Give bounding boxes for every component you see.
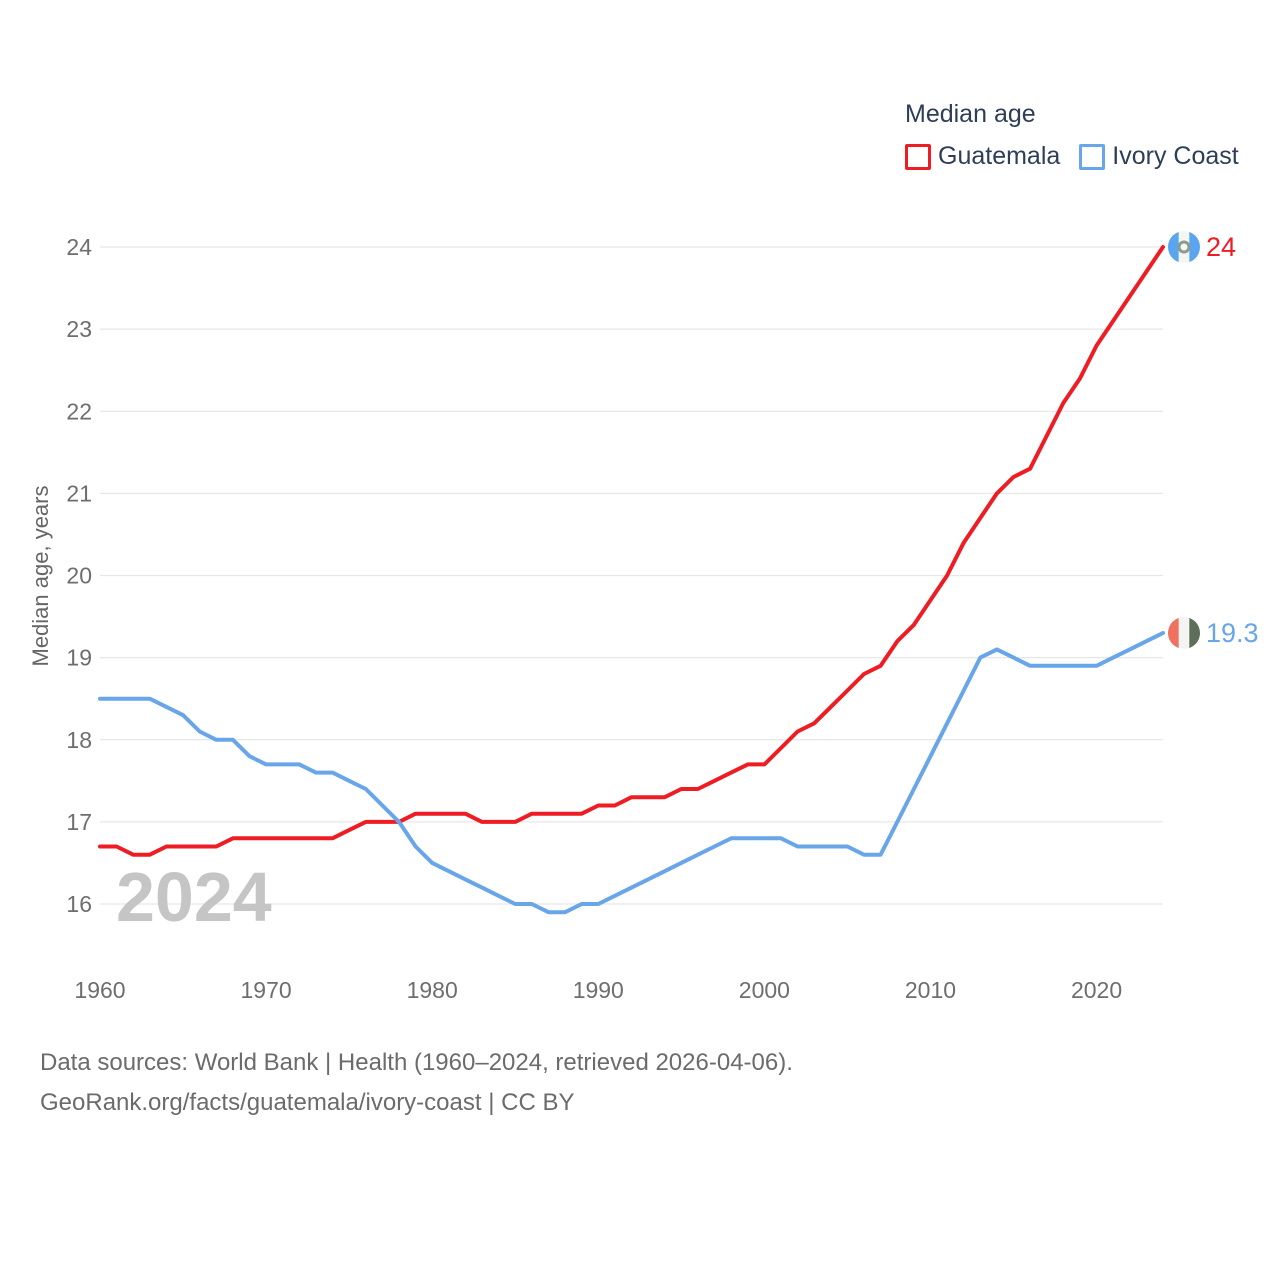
y-tick-label: 18	[66, 727, 92, 753]
y-tick-label: 24	[66, 234, 92, 260]
x-tick-label: 2010	[905, 977, 956, 1003]
legend-entries: Guatemala Ivory Coast	[905, 142, 1239, 171]
guatemala-end-value: 24	[1206, 232, 1236, 262]
x-tick-label: 1990	[573, 977, 624, 1003]
ivory-coast-end-value: 19.3	[1206, 618, 1259, 648]
footer-attribution-line: GeoRank.org/facts/guatemala/ivory-coast …	[40, 1089, 575, 1116]
chart-title: Median age	[905, 100, 1036, 128]
legend-entry-guatemala[interactable]: Guatemala	[905, 142, 1060, 171]
y-tick-label: 19	[66, 645, 92, 671]
ivory-coast-flag-icon	[1168, 616, 1200, 649]
ivory-coast-line	[98, 631, 1165, 915]
guatemala-flag-icon	[1168, 231, 1200, 263]
ivory-coast-checkbox-icon[interactable]	[1079, 143, 1106, 170]
legend-entry-ivory-coast[interactable]: Ivory Coast	[1079, 142, 1239, 171]
y-tick-label: 20	[66, 563, 92, 589]
x-tick-label: 1960	[74, 977, 125, 1003]
guatemala-line	[98, 245, 1165, 857]
footer-sources-line: Data sources: World Bank | Health (1960–…	[40, 1049, 793, 1076]
y-tick-label: 21	[66, 480, 92, 506]
watermark-year: 2024	[116, 858, 272, 936]
y-tick-label: 16	[66, 891, 92, 917]
x-tick-label: 1980	[407, 977, 458, 1003]
y-tick-label: 22	[66, 398, 92, 424]
legend-label-ivory-coast: Ivory Coast	[1112, 142, 1239, 170]
y-tick-label: 17	[66, 809, 92, 835]
chart-legend: Median age Guatemala Ivory Coast	[905, 99, 1239, 171]
y-axis-title: Median age, years	[28, 486, 53, 667]
guatemala-checkbox-icon[interactable]	[905, 143, 931, 170]
legend-label-guatemala: Guatemala	[938, 142, 1061, 170]
chart-footer: Data sources: World Bank | Health (1960–…	[40, 1043, 793, 1123]
y-tick-label: 23	[66, 316, 92, 342]
x-tick-label: 1970	[241, 977, 292, 1003]
x-tick-label: 2000	[739, 977, 790, 1003]
x-tick-label: 2020	[1071, 977, 1122, 1003]
